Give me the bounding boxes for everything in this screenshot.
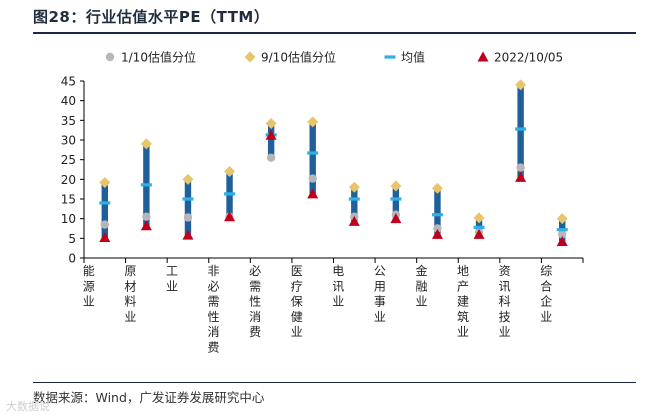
mean-marker — [99, 201, 111, 205]
mean-marker — [182, 197, 194, 201]
p10-marker — [516, 163, 525, 172]
x-category-label: 工业 — [166, 264, 178, 293]
legend-label-p90: 9/10估值分位 — [261, 50, 336, 65]
p10-marker — [433, 224, 442, 233]
p90-marker — [99, 176, 111, 188]
current-marker — [224, 211, 236, 222]
p90-marker — [182, 173, 194, 185]
y-tick-label: 20 — [61, 173, 76, 187]
p90-marker — [431, 182, 443, 194]
y-tick-label: 10 — [61, 212, 76, 226]
current-marker — [140, 220, 152, 231]
source-note: 数据来源：Wind，广发证券发展研究中心 — [33, 390, 265, 405]
y-tick-label: 40 — [61, 94, 76, 108]
x-category-label: 电讯业 — [332, 264, 344, 309]
legend-label-mean: 均值 — [401, 50, 425, 65]
y-tick-label: 0 — [68, 252, 76, 266]
current-marker — [307, 188, 319, 199]
p10-marker — [142, 212, 151, 221]
p10-marker — [100, 220, 109, 229]
legend-marker-p90 — [244, 51, 256, 63]
p90-marker — [140, 138, 152, 150]
range-bar — [184, 179, 192, 236]
range-bar — [517, 84, 524, 178]
x-category-label: 医疗保健业 — [291, 264, 303, 339]
chart-title: 图28：行业估值水平PE（TTM） — [33, 8, 270, 26]
p90-marker — [348, 181, 360, 193]
current-marker — [431, 228, 443, 239]
mean-marker — [473, 225, 485, 229]
current-marker — [182, 229, 194, 240]
legend-label-current: 2022/10/05 — [494, 51, 563, 65]
p90-marker — [515, 79, 527, 91]
y-tick-label: 45 — [61, 75, 76, 89]
markers — [99, 79, 568, 246]
mean-marker — [348, 197, 360, 201]
range-bar — [101, 182, 108, 238]
current-marker — [390, 213, 402, 224]
x-category-label: 地产建筑业 — [457, 264, 469, 339]
x-category-label: 能源业 — [83, 264, 95, 309]
mean-marker — [140, 183, 152, 187]
range-bars — [101, 84, 566, 242]
p90-marker — [307, 116, 319, 128]
mean-marker — [307, 151, 319, 155]
x-axis: 能源业 原材料业 工业 非必需性消费 必需性消费 医疗保健业 电讯业 公用事业 金融业 地产建筑业… — [83, 257, 584, 355]
p90-marker — [390, 180, 402, 192]
legend-marker-p10 — [105, 52, 115, 62]
legend-label-p10: 1/10估值分位 — [121, 50, 196, 65]
x-category-label: 非必需性消费 — [208, 264, 220, 355]
current-marker — [473, 228, 485, 239]
p90-marker — [265, 117, 277, 129]
current-marker — [265, 129, 277, 140]
current-marker — [556, 235, 568, 246]
legend-marker-current — [477, 51, 489, 62]
p10-marker — [183, 213, 193, 222]
range-bar — [392, 186, 400, 219]
p10-marker — [266, 153, 276, 162]
y-tick-label: 15 — [61, 193, 76, 207]
current-marker — [348, 215, 360, 226]
y-tick-label: 35 — [61, 114, 76, 128]
legend-marker-mean — [384, 55, 396, 59]
current-marker — [515, 171, 527, 182]
x-category-label: 原材料业 — [124, 264, 136, 324]
current-marker — [99, 232, 111, 243]
p90-marker — [224, 165, 236, 177]
p90-marker — [556, 213, 568, 225]
x-category-label: 金融业 — [415, 263, 427, 309]
p10-marker — [308, 174, 317, 183]
legend: 1/10估值分位 9/10估值分位 均值 2022/10/05 — [105, 50, 563, 65]
bottom-rule — [33, 382, 636, 383]
y-tick-label: 5 — [68, 232, 76, 246]
mean-marker — [431, 213, 443, 217]
mean-marker — [224, 192, 236, 196]
range-bar — [351, 187, 358, 222]
title-rule — [33, 32, 636, 34]
x-category-label: 公用事业 — [374, 264, 386, 324]
x-category-label: 综合企业 — [540, 264, 552, 324]
p90-marker — [473, 212, 485, 224]
mean-marker — [515, 127, 527, 131]
watermark: 大数据说 — [6, 400, 50, 413]
y-tick-label: 30 — [61, 134, 76, 148]
mean-marker — [390, 197, 402, 201]
y-tick-label: 25 — [61, 153, 76, 167]
x-category-label: 必需性消费 — [249, 264, 261, 339]
p10-marker — [558, 230, 567, 239]
range-bar — [267, 123, 275, 158]
mean-marker — [556, 228, 568, 232]
range-bar — [309, 121, 316, 194]
x-category-label: 资讯科技业 — [499, 264, 511, 339]
y-axis: 0 5 10 15 20 25 30 35 40 45 — [61, 75, 85, 266]
range-bar — [434, 188, 441, 235]
